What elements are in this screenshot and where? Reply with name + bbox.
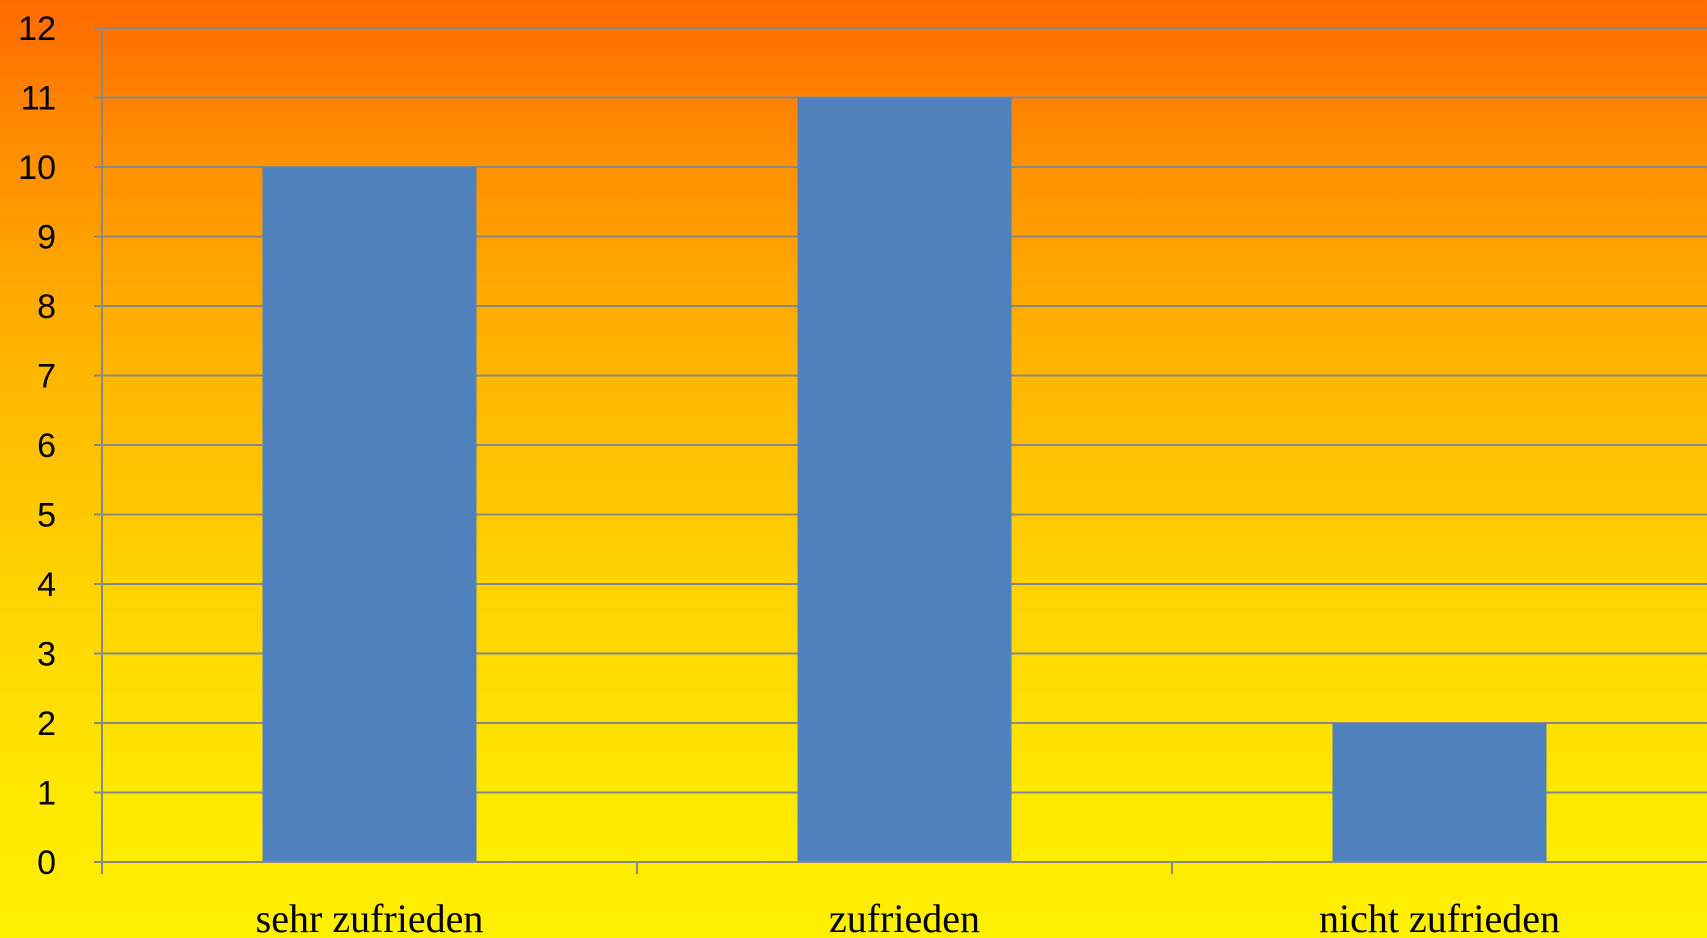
y-tick-label: 2 xyxy=(37,705,56,743)
bars xyxy=(262,97,1547,862)
axes xyxy=(94,28,1707,874)
y-tick-label: 12 xyxy=(18,10,56,48)
x-category-labels: sehr zufrieden zufrieden nicht zufrieden xyxy=(256,896,1560,938)
y-tick-label: 7 xyxy=(37,358,56,396)
y-tick-label: 11 xyxy=(21,80,56,118)
bar xyxy=(1332,723,1547,862)
x-category-label: nicht zufrieden xyxy=(1319,896,1560,938)
y-tick-label: 0 xyxy=(37,844,56,882)
y-tick-label: 5 xyxy=(37,497,56,535)
y-tick-label: 9 xyxy=(37,219,56,257)
y-tick-label: 8 xyxy=(37,288,56,326)
x-category-label: sehr zufrieden xyxy=(256,896,484,938)
y-tick-label: 4 xyxy=(37,566,56,604)
bar xyxy=(797,97,1012,862)
y-tick-label: 1 xyxy=(37,775,56,813)
y-tick-label: 6 xyxy=(37,427,56,465)
bar xyxy=(262,167,477,862)
x-category-label: zufrieden xyxy=(829,896,980,938)
y-tick-label: 10 xyxy=(18,149,56,187)
y-tick-label: 3 xyxy=(37,636,56,674)
